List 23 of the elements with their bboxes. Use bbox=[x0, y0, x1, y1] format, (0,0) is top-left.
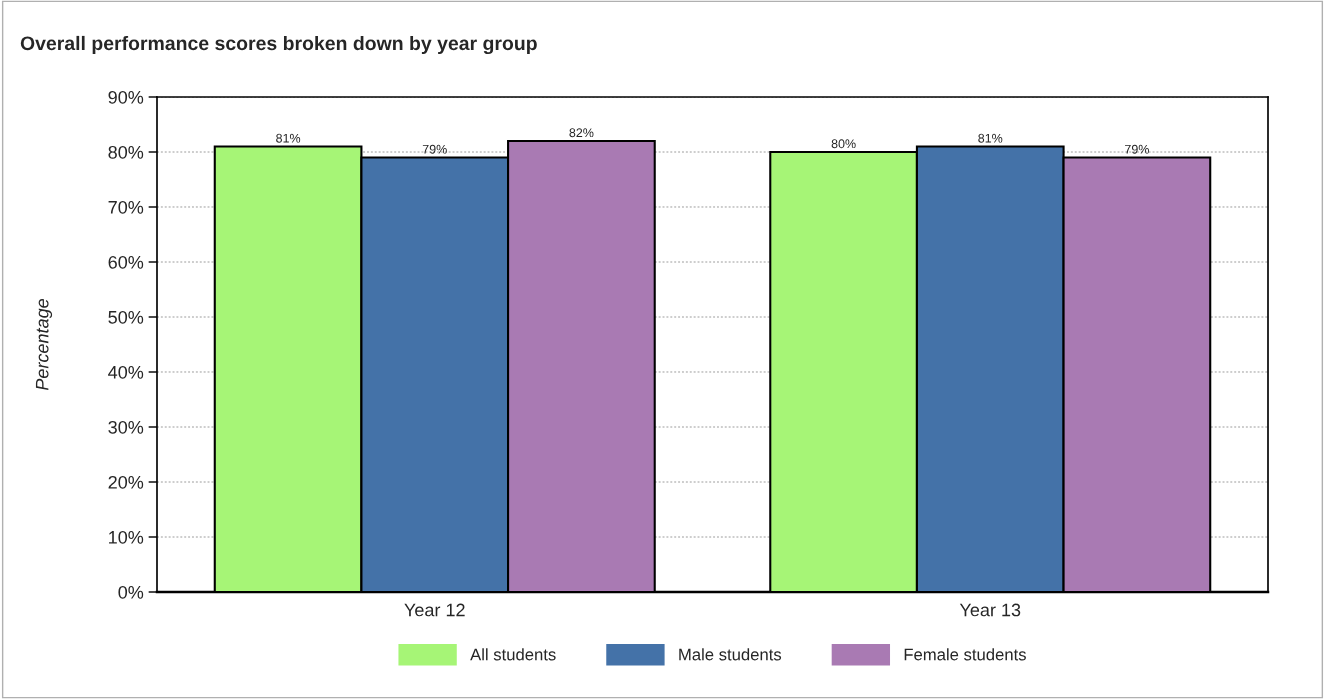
data-label: 80% bbox=[831, 139, 856, 149]
x-tick-label: Year 12 bbox=[404, 603, 465, 617]
data-label: 81% bbox=[276, 133, 301, 143]
data-label: 79% bbox=[422, 144, 447, 154]
y-tick-label: 0% bbox=[118, 585, 144, 599]
y-tick-label: 80% bbox=[108, 145, 144, 159]
y-tick-label: 50% bbox=[108, 310, 144, 324]
y-tick-label: 60% bbox=[108, 255, 144, 269]
legend-label: Male students bbox=[679, 648, 782, 661]
data-label: 81% bbox=[978, 133, 1003, 143]
y-tick-label: 10% bbox=[109, 530, 144, 544]
y-tick-label: 70% bbox=[108, 200, 144, 214]
chart-title: Overall performance scores broken down by year group bbox=[20, 35, 537, 55]
x-tick-label: Year 13 bbox=[959, 603, 1021, 617]
legend-label: Female students bbox=[904, 648, 1026, 661]
legend-label: All students bbox=[470, 648, 556, 661]
y-axis-title: Percentage bbox=[35, 298, 53, 391]
y-tick-label: 30% bbox=[108, 420, 144, 434]
y-tick-label: 90% bbox=[108, 90, 144, 104]
data-label: 82% bbox=[569, 128, 594, 138]
y-tick-label: 20% bbox=[108, 475, 144, 489]
y-tick-label: 40% bbox=[108, 365, 144, 379]
data-label: 79% bbox=[1125, 144, 1149, 154]
